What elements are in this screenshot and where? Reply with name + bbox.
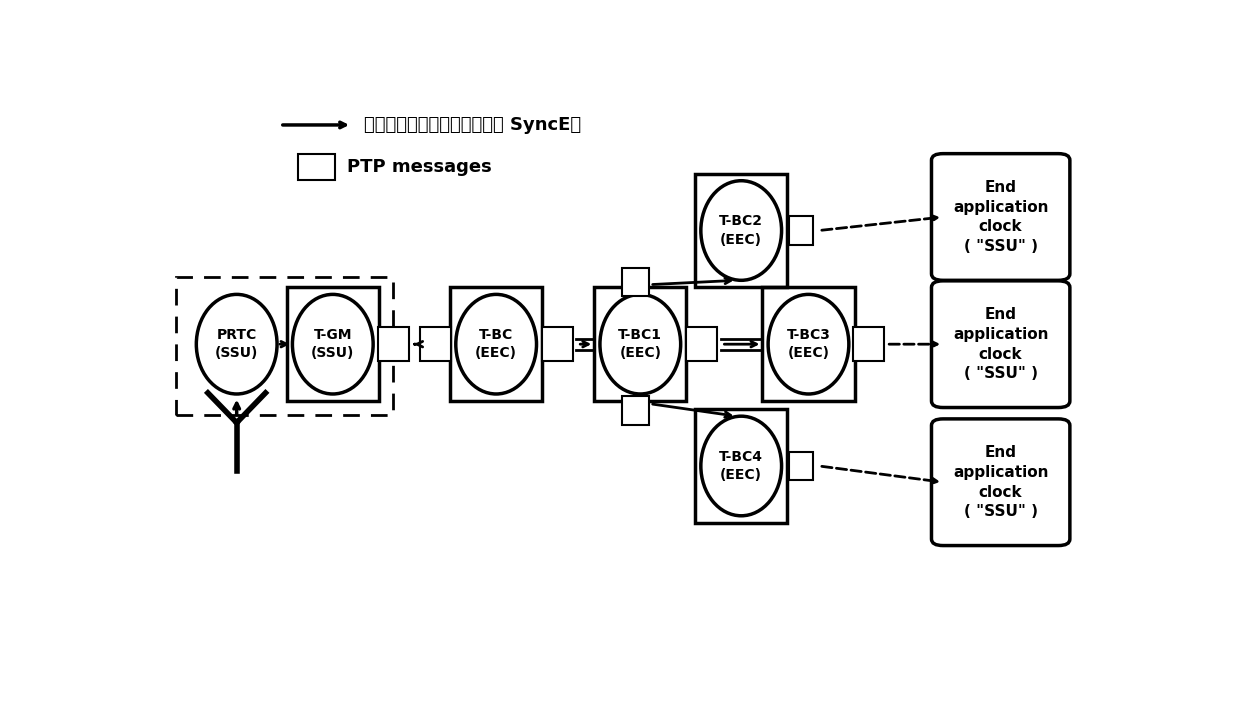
Bar	[763, 288, 854, 401]
Bar	[622, 396, 649, 425]
Bar	[853, 328, 884, 361]
Bar	[419, 328, 451, 361]
Bar	[176, 276, 393, 415]
Ellipse shape	[293, 295, 373, 394]
Ellipse shape	[701, 181, 781, 280]
Ellipse shape	[600, 295, 681, 394]
Text: PRTC
(SSU): PRTC (SSU)	[215, 328, 258, 361]
Text: T-GM
(SSU): T-GM (SSU)	[311, 328, 355, 361]
FancyBboxPatch shape	[931, 281, 1070, 408]
Bar	[594, 288, 687, 401]
Text: T-BC3
(EEC): T-BC3 (EEC)	[786, 328, 831, 361]
Bar	[622, 268, 649, 296]
Bar	[696, 174, 787, 288]
Text: T-BC4
(EEC): T-BC4 (EEC)	[719, 450, 763, 482]
Ellipse shape	[456, 295, 537, 394]
Text: PTP messages: PTP messages	[347, 158, 492, 176]
Text: 物理层频率同步信号（比如： SyncE）: 物理层频率同步信号（比如： SyncE）	[365, 116, 582, 134]
Bar	[789, 217, 813, 245]
Bar	[696, 409, 787, 523]
Text: End
application
clock
( "SSU" ): End application clock ( "SSU" )	[952, 180, 1049, 254]
Bar	[542, 328, 573, 361]
Ellipse shape	[701, 416, 781, 516]
Ellipse shape	[196, 295, 277, 394]
Text: T-BC
(EEC): T-BC (EEC)	[475, 328, 517, 361]
Bar	[286, 288, 379, 401]
Bar	[686, 328, 717, 361]
Text: End
application
clock
( "SSU" ): End application clock ( "SSU" )	[952, 445, 1049, 520]
Text: T-BC2
(EEC): T-BC2 (EEC)	[719, 214, 763, 247]
Bar	[378, 328, 409, 361]
Text: End
application
clock
( "SSU" ): End application clock ( "SSU" )	[952, 307, 1049, 382]
Bar	[298, 154, 335, 180]
Text: T-BC1
(EEC): T-BC1 (EEC)	[619, 328, 662, 361]
FancyBboxPatch shape	[931, 154, 1070, 280]
Bar	[450, 288, 542, 401]
Bar	[789, 452, 813, 480]
Ellipse shape	[768, 295, 849, 394]
FancyBboxPatch shape	[931, 419, 1070, 546]
